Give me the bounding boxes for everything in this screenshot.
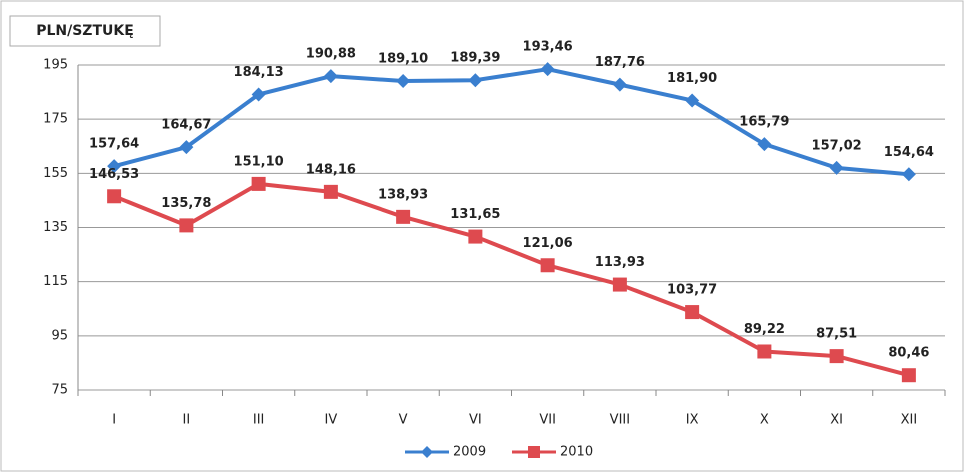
point [757, 137, 772, 152]
value-label: 165,79 [739, 115, 789, 130]
x-tick-label: VI [469, 413, 482, 428]
point [685, 93, 700, 108]
y-tick-label: 115 [43, 274, 68, 289]
legend-marker [421, 446, 433, 458]
value-label: 131,65 [450, 207, 500, 222]
value-label: 148,16 [306, 162, 356, 177]
point [901, 167, 916, 182]
value-label: 157,02 [812, 138, 862, 153]
value-label: 187,76 [595, 55, 645, 70]
value-label: 121,06 [523, 236, 573, 251]
point [757, 344, 772, 359]
point [251, 87, 266, 102]
value-label: 190,88 [306, 47, 356, 62]
value-label: 189,10 [378, 51, 428, 66]
x-tick-label: I [112, 413, 116, 428]
value-label: 181,90 [667, 71, 717, 86]
point [251, 176, 266, 191]
point [323, 69, 338, 84]
value-label: 89,22 [744, 322, 785, 337]
legend-label: 2009 [453, 445, 486, 460]
point [829, 160, 844, 175]
value-label: 103,77 [667, 283, 717, 298]
y-tick-label: 135 [43, 220, 68, 235]
value-label: 157,64 [89, 137, 139, 152]
series-line [113, 67, 910, 177]
legend-marker [528, 446, 540, 458]
x-tick-label: VII [539, 413, 556, 428]
point [107, 159, 122, 174]
value-label: 138,93 [378, 187, 428, 202]
value-label: 146,53 [89, 167, 139, 182]
point [468, 73, 483, 88]
value-label: 184,13 [234, 65, 284, 80]
value-label: 189,39 [450, 51, 500, 66]
point [179, 218, 194, 233]
x-tick-label: VIII [610, 413, 630, 428]
value-label: 135,78 [161, 196, 211, 211]
y-tick-label: 195 [43, 58, 68, 73]
x-tick-label: X [760, 413, 769, 428]
value-label: 193,46 [523, 40, 573, 55]
point [179, 140, 194, 155]
value-label: 164,67 [161, 118, 211, 133]
point [107, 189, 122, 204]
y-tick-label: 75 [51, 383, 68, 398]
x-tick-label: IX [686, 413, 699, 428]
x-tick-label: III [253, 413, 265, 428]
y-tick-label: 155 [43, 166, 68, 181]
x-tick-label: IV [325, 413, 338, 428]
point [468, 229, 483, 244]
value-label: 87,51 [816, 327, 857, 342]
point [323, 184, 338, 199]
point [901, 368, 916, 383]
point [612, 77, 627, 92]
point [829, 349, 844, 364]
value-label: 154,64 [884, 145, 934, 160]
value-label: 113,93 [595, 255, 645, 270]
y-tick-label: 95 [51, 328, 68, 343]
point [396, 73, 411, 88]
value-label: 151,10 [234, 154, 284, 169]
point [540, 258, 555, 273]
legend-label: 2010 [560, 445, 593, 460]
x-tick-label: XII [901, 413, 918, 428]
point [612, 277, 627, 292]
x-tick-label: V [399, 413, 408, 428]
y-tick-label: 175 [43, 112, 68, 127]
point [396, 209, 411, 224]
point [685, 305, 700, 320]
value-label: 80,46 [888, 346, 929, 361]
ylabel-box [9, 15, 161, 47]
x-tick-label: II [183, 413, 191, 428]
point [540, 62, 555, 77]
x-tick-label: XI [830, 413, 843, 428]
y-axis-label: PLN/SZTUKĘ [36, 23, 134, 39]
series-line [113, 181, 910, 378]
